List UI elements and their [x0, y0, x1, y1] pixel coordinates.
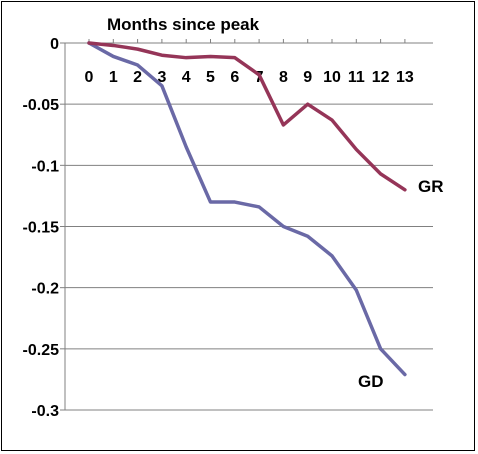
x-axis-label: Months since peak [107, 15, 260, 34]
x-tick-label: 6 [230, 69, 239, 86]
y-tick-label: -0.25 [23, 342, 60, 359]
y-tick-label: -0.05 [23, 97, 60, 114]
x-tick-label: 11 [348, 69, 365, 86]
series-line-gr [87, 41, 407, 192]
x-tick-label: 8 [279, 69, 288, 86]
x-tick-labels: 0 1 2 3 4 5 6 7 8 9 10 11 12 13 [85, 69, 414, 86]
axes [60, 39, 433, 411]
x-tick-label: 13 [396, 69, 414, 86]
series-labels: GR GD [358, 177, 444, 391]
series-label-gr: GR [418, 177, 444, 196]
x-tick-label: 10 [323, 69, 341, 86]
y-tick-label: -0.3 [31, 403, 59, 420]
y-tick-label: -0.1 [31, 158, 59, 175]
x-tick-label: 4 [182, 69, 191, 86]
gridlines [65, 103, 433, 411]
x-tick-label: 3 [157, 69, 166, 86]
y-tick-label: 0 [50, 36, 59, 53]
x-tick-label: 2 [133, 69, 142, 86]
x-tick-label: 1 [109, 69, 118, 86]
x-tick-label: 5 [206, 69, 215, 86]
series-lines [87, 41, 407, 377]
series-label-gd: GD [358, 372, 384, 391]
y-tick-label: -0.2 [31, 281, 59, 298]
x-tick-label: 0 [85, 69, 94, 86]
y-tick-label: -0.15 [23, 220, 60, 237]
x-tick-label: 12 [372, 69, 390, 86]
x-tick-label: 9 [303, 69, 312, 86]
y-tick-labels: 0 -0.05 -0.1 -0.15 -0.2 -0.25 -0.3 [23, 36, 60, 420]
series-line-gd [87, 41, 407, 377]
